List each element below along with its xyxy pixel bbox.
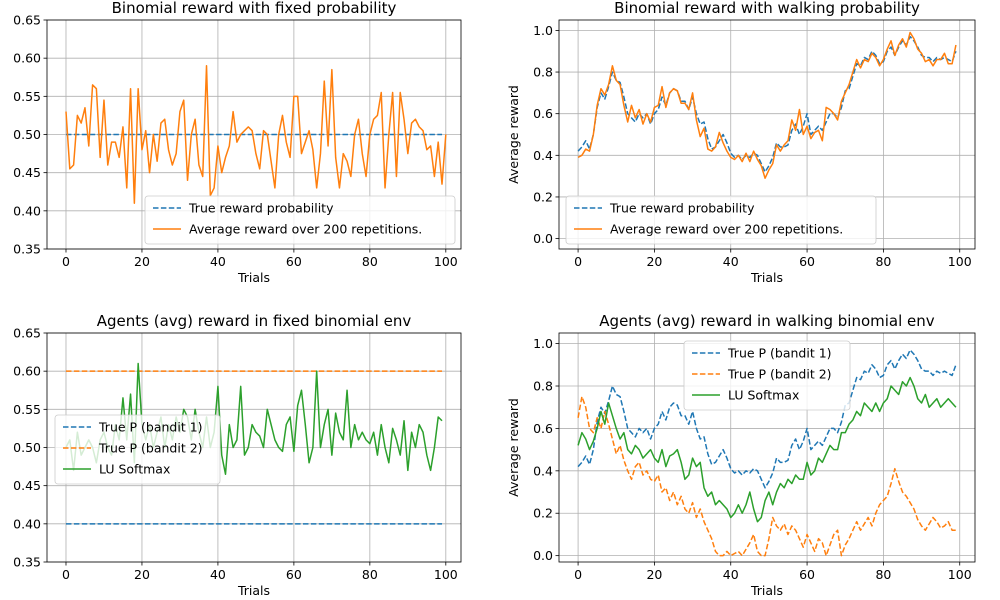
y-tick-label: 0.45 (13, 478, 41, 493)
x-axis-label: Trials (750, 583, 783, 598)
x-tick-label: 80 (362, 254, 378, 269)
x-axis-label: Trials (750, 270, 783, 285)
series-line-2 (65, 65, 447, 204)
x-tick-label: 40 (723, 254, 739, 269)
legend-label: True P (bandit 2) (98, 441, 203, 456)
legend-label: Average reward over 200 repetitions. (189, 222, 422, 237)
x-axis-label: Trials (237, 583, 270, 598)
y-tick-label: 0.35 (13, 242, 41, 257)
series-line-3 (577, 376, 957, 523)
legend: True P (bandit 1) True P (bandit 2) LU Sof… (54, 414, 221, 485)
y-tick-label: 0.40 (13, 203, 41, 218)
x-tick-label: 100 (434, 254, 458, 269)
y-tick-label: 1.0 (533, 336, 553, 351)
series-line-2 (577, 395, 956, 557)
chart-panel-4: 0 20 40 60 80 100 0.0 0.2 0.4 0.6 0.8 1.0 Agents (av… (506, 312, 976, 598)
legend-box (683, 340, 851, 411)
legend-label: Average reward over 200 repetitions. (610, 222, 843, 237)
x-tick-label: 100 (434, 567, 458, 582)
x-tick-label: 80 (875, 254, 891, 269)
axes-frame (558, 332, 976, 563)
legend-box (144, 195, 456, 245)
legend: True reward probability Average reward ov… (565, 195, 877, 245)
x-tick-label: 40 (723, 567, 739, 582)
legend-label: LU Softmax (99, 462, 170, 477)
x-tick-label: 0 (62, 254, 70, 269)
series-line-2 (577, 31, 957, 179)
y-tick-label: 0.60 (13, 364, 41, 379)
y-tick-label: 0.2 (533, 506, 553, 521)
x-tick-label: 0 (62, 567, 70, 582)
chart-panel-3: 0 20 40 60 80 100 0.35 0.40 0.45 0.50 0.55 0.60 0.65… (13, 312, 462, 598)
x-tick-label: 80 (362, 567, 378, 582)
legend-label: LU Softmax (728, 388, 799, 403)
axes-frame (558, 19, 976, 250)
y-tick-label: 0.45 (13, 165, 41, 180)
legend-label: True reward probability (609, 201, 755, 216)
y-axis-label: Average reward (506, 85, 521, 184)
y-tick-label: 0.65 (13, 326, 41, 341)
legend-label: True P (bandit 1) (98, 420, 203, 435)
y-tick-label: 0.50 (13, 127, 41, 142)
x-axis-label: Trials (237, 270, 270, 285)
y-tick-label: 0.2 (533, 189, 553, 204)
legend-box (54, 414, 221, 485)
legend: True reward probability Average reward ov… (144, 195, 456, 245)
x-tick-label: 60 (286, 254, 302, 269)
y-tick-label: 0.65 (13, 13, 41, 28)
x-tick-label: 0 (574, 254, 582, 269)
y-tick-label: 0.55 (13, 89, 41, 104)
x-tick-label: 40 (210, 567, 226, 582)
series-line-1 (577, 349, 957, 489)
x-tick-label: 100 (948, 567, 972, 582)
x-tick-label: 80 (875, 567, 891, 582)
y-tick-label: 0.6 (533, 421, 553, 436)
y-tick-label: 0.4 (533, 148, 553, 163)
y-tick-label: 0.6 (533, 106, 553, 121)
chart-title: Binomial reward with walking probability (614, 0, 920, 17)
y-tick-label: 0.55 (13, 402, 41, 417)
x-tick-label: 40 (210, 254, 226, 269)
legend-label: True P (bandit 1) (727, 346, 832, 361)
x-tick-label: 60 (799, 254, 815, 269)
y-tick-label: 0.4 (533, 463, 553, 478)
x-tick-label: 20 (134, 254, 150, 269)
y-tick-label: 0.40 (13, 516, 41, 531)
x-tick-label: 60 (799, 567, 815, 582)
legend-label: True reward probability (188, 201, 334, 216)
y-tick-label: 0.35 (13, 555, 41, 570)
legend: True P (bandit 1) True P (bandit 2) LU Sof… (683, 340, 851, 411)
x-tick-label: 60 (286, 567, 302, 582)
y-tick-label: 0.0 (533, 231, 553, 246)
x-tick-label: 20 (646, 254, 662, 269)
x-tick-label: 100 (948, 254, 972, 269)
y-axis-label: Average reward (506, 398, 521, 497)
legend-box (565, 195, 877, 245)
y-tick-label: 1.0 (533, 23, 553, 38)
y-tick-label: 0.0 (533, 548, 553, 563)
y-tick-label: 0.50 (13, 440, 41, 455)
legend-label: True P (bandit 2) (727, 367, 832, 382)
chart-title: Binomial reward with fixed probability (112, 0, 397, 17)
chart-title: Agents (avg) reward in fixed binomial en… (97, 312, 412, 330)
x-tick-label: 20 (134, 567, 150, 582)
y-tick-label: 0.8 (533, 65, 553, 80)
x-tick-label: 20 (646, 567, 662, 582)
y-tick-label: 0.60 (13, 51, 41, 66)
chart-panel-2: 0 20 40 60 80 100 0.0 0.2 0.4 0.6 0.8 1.0 Binomial r… (506, 0, 976, 285)
x-tick-label: 0 (574, 567, 582, 582)
chart-title: Agents (avg) reward in walking binomial … (599, 312, 934, 330)
chart-panel-1: 0 20 40 60 80 100 0.35 0.40 0.45 0.50 0.55 0.60 0.65… (13, 0, 462, 285)
y-tick-label: 0.8 (533, 379, 553, 394)
